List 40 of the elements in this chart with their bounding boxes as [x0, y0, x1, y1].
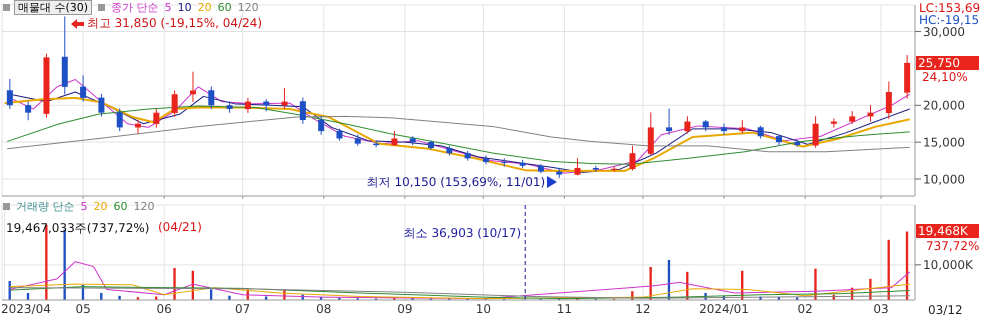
annotation: 최저 10,150 (153,69%, 11/01) — [366, 174, 546, 191]
annotation: 19,468K — [916, 224, 979, 238]
x-tick-label: 08 — [316, 302, 332, 316]
y-tick-label: 10,000K — [923, 258, 974, 272]
y-tick-label: 10,000 — [923, 172, 965, 186]
text: 10 — [178, 1, 192, 14]
text: 24,10% — [922, 70, 968, 84]
legend-title: 거래량 단순 — [16, 200, 74, 213]
text: 60 — [114, 200, 128, 213]
x-tick-label: 09 — [397, 302, 413, 316]
ref-line-label: 최소 36,903 (10/17) — [404, 225, 522, 242]
annotation: 25,750 — [916, 56, 979, 70]
y-tick-label: 30,000 — [923, 24, 965, 39]
annotation: (04/21) — [158, 220, 202, 234]
text: 120 — [238, 1, 259, 14]
text: 60 — [218, 1, 232, 14]
x-tick-label: 06 — [156, 302, 172, 316]
text: 737,72% — [926, 239, 980, 253]
x-tick-label: 2023/04 — [1, 302, 51, 316]
y-tick-label: 20,000 — [923, 98, 965, 113]
chart-title: 매물대 수(30) — [14, 0, 92, 15]
legend-title: 종가 단순 — [111, 1, 159, 14]
x-tick-label: 07 — [235, 302, 250, 316]
x-tick-label: 05 — [75, 302, 91, 316]
text: LC:153,69 — [919, 1, 980, 15]
annotation: 최고 31,850 (-19,15%, 04/24) — [86, 15, 262, 32]
x-tick-label: 03 — [873, 302, 889, 316]
text: 03/12 — [928, 303, 963, 317]
x-tick-label: 02 — [797, 302, 813, 316]
x-tick-label: 10 — [476, 302, 491, 316]
y-tick-label: 15,000 — [923, 135, 965, 150]
text: 20 — [94, 200, 108, 213]
text: HC:-19,15 — [919, 13, 980, 27]
text: 5 — [80, 200, 88, 213]
x-tick-label: 11 — [556, 302, 572, 316]
x-tick-label: 12 — [635, 302, 651, 316]
text: 5 — [164, 1, 172, 14]
x-tick-label: 2024/01 — [699, 302, 749, 316]
text: 120 — [134, 200, 154, 213]
text: 20 — [198, 1, 212, 14]
